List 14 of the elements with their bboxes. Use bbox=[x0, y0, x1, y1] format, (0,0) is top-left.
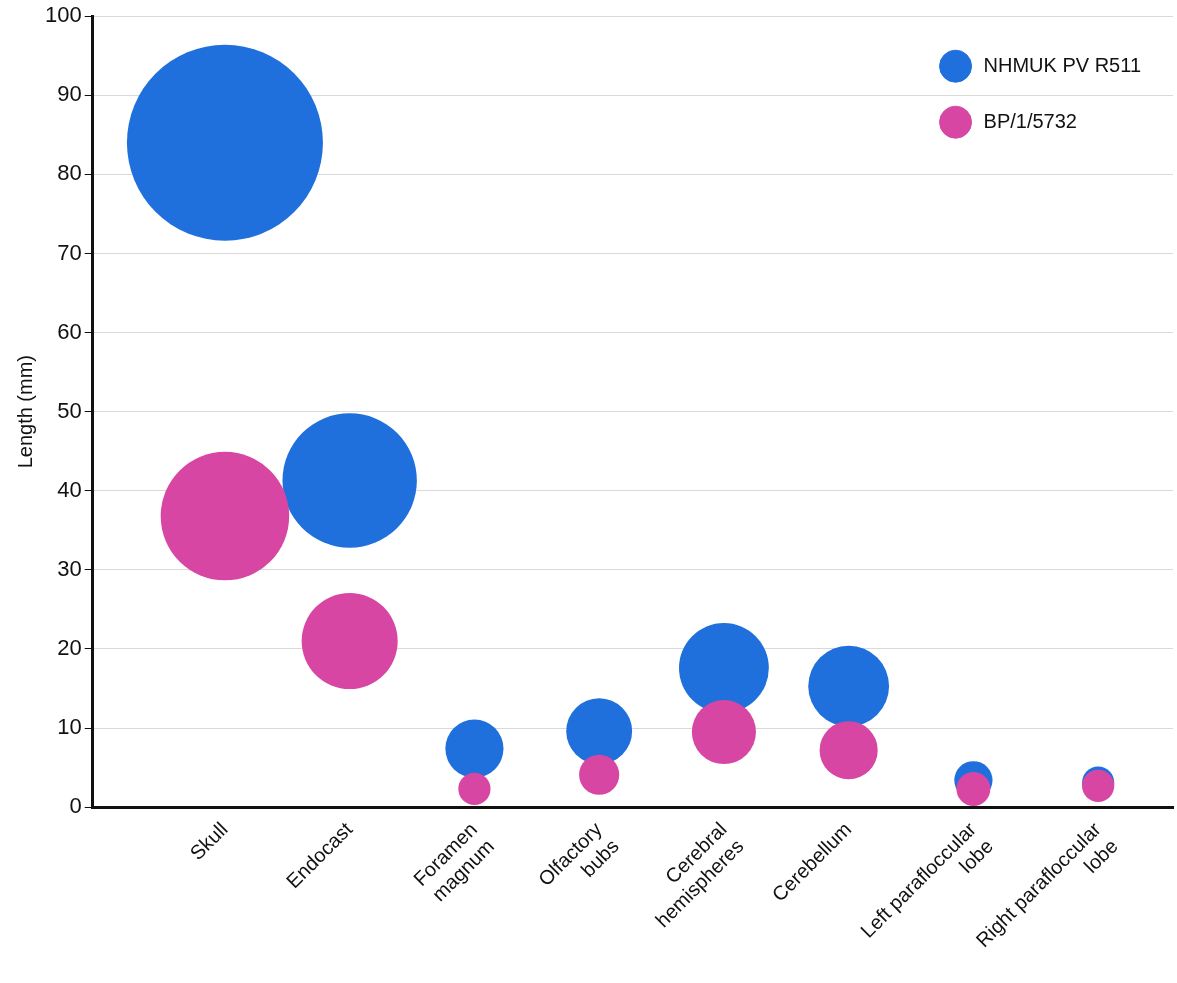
y-tick-label: 50 bbox=[57, 397, 82, 423]
y-tick-label: 60 bbox=[57, 318, 82, 344]
legend-label: BP/1/5732 bbox=[983, 109, 1077, 132]
legend-label: NHMUK PV R511 bbox=[983, 53, 1141, 76]
y-axis-title: Length (mm) bbox=[13, 354, 36, 469]
y-tick-label: 20 bbox=[57, 635, 82, 661]
y-tick-label: 0 bbox=[69, 793, 82, 819]
y-tick-label: 70 bbox=[57, 239, 82, 265]
y-tick-label: 10 bbox=[57, 714, 82, 740]
y-tick-label: 40 bbox=[57, 476, 82, 502]
y-tick-label: 80 bbox=[57, 160, 82, 186]
y-tick-label: 100 bbox=[44, 2, 82, 28]
y-tick-label: 90 bbox=[57, 81, 82, 107]
y-tick-label: 30 bbox=[57, 555, 82, 581]
